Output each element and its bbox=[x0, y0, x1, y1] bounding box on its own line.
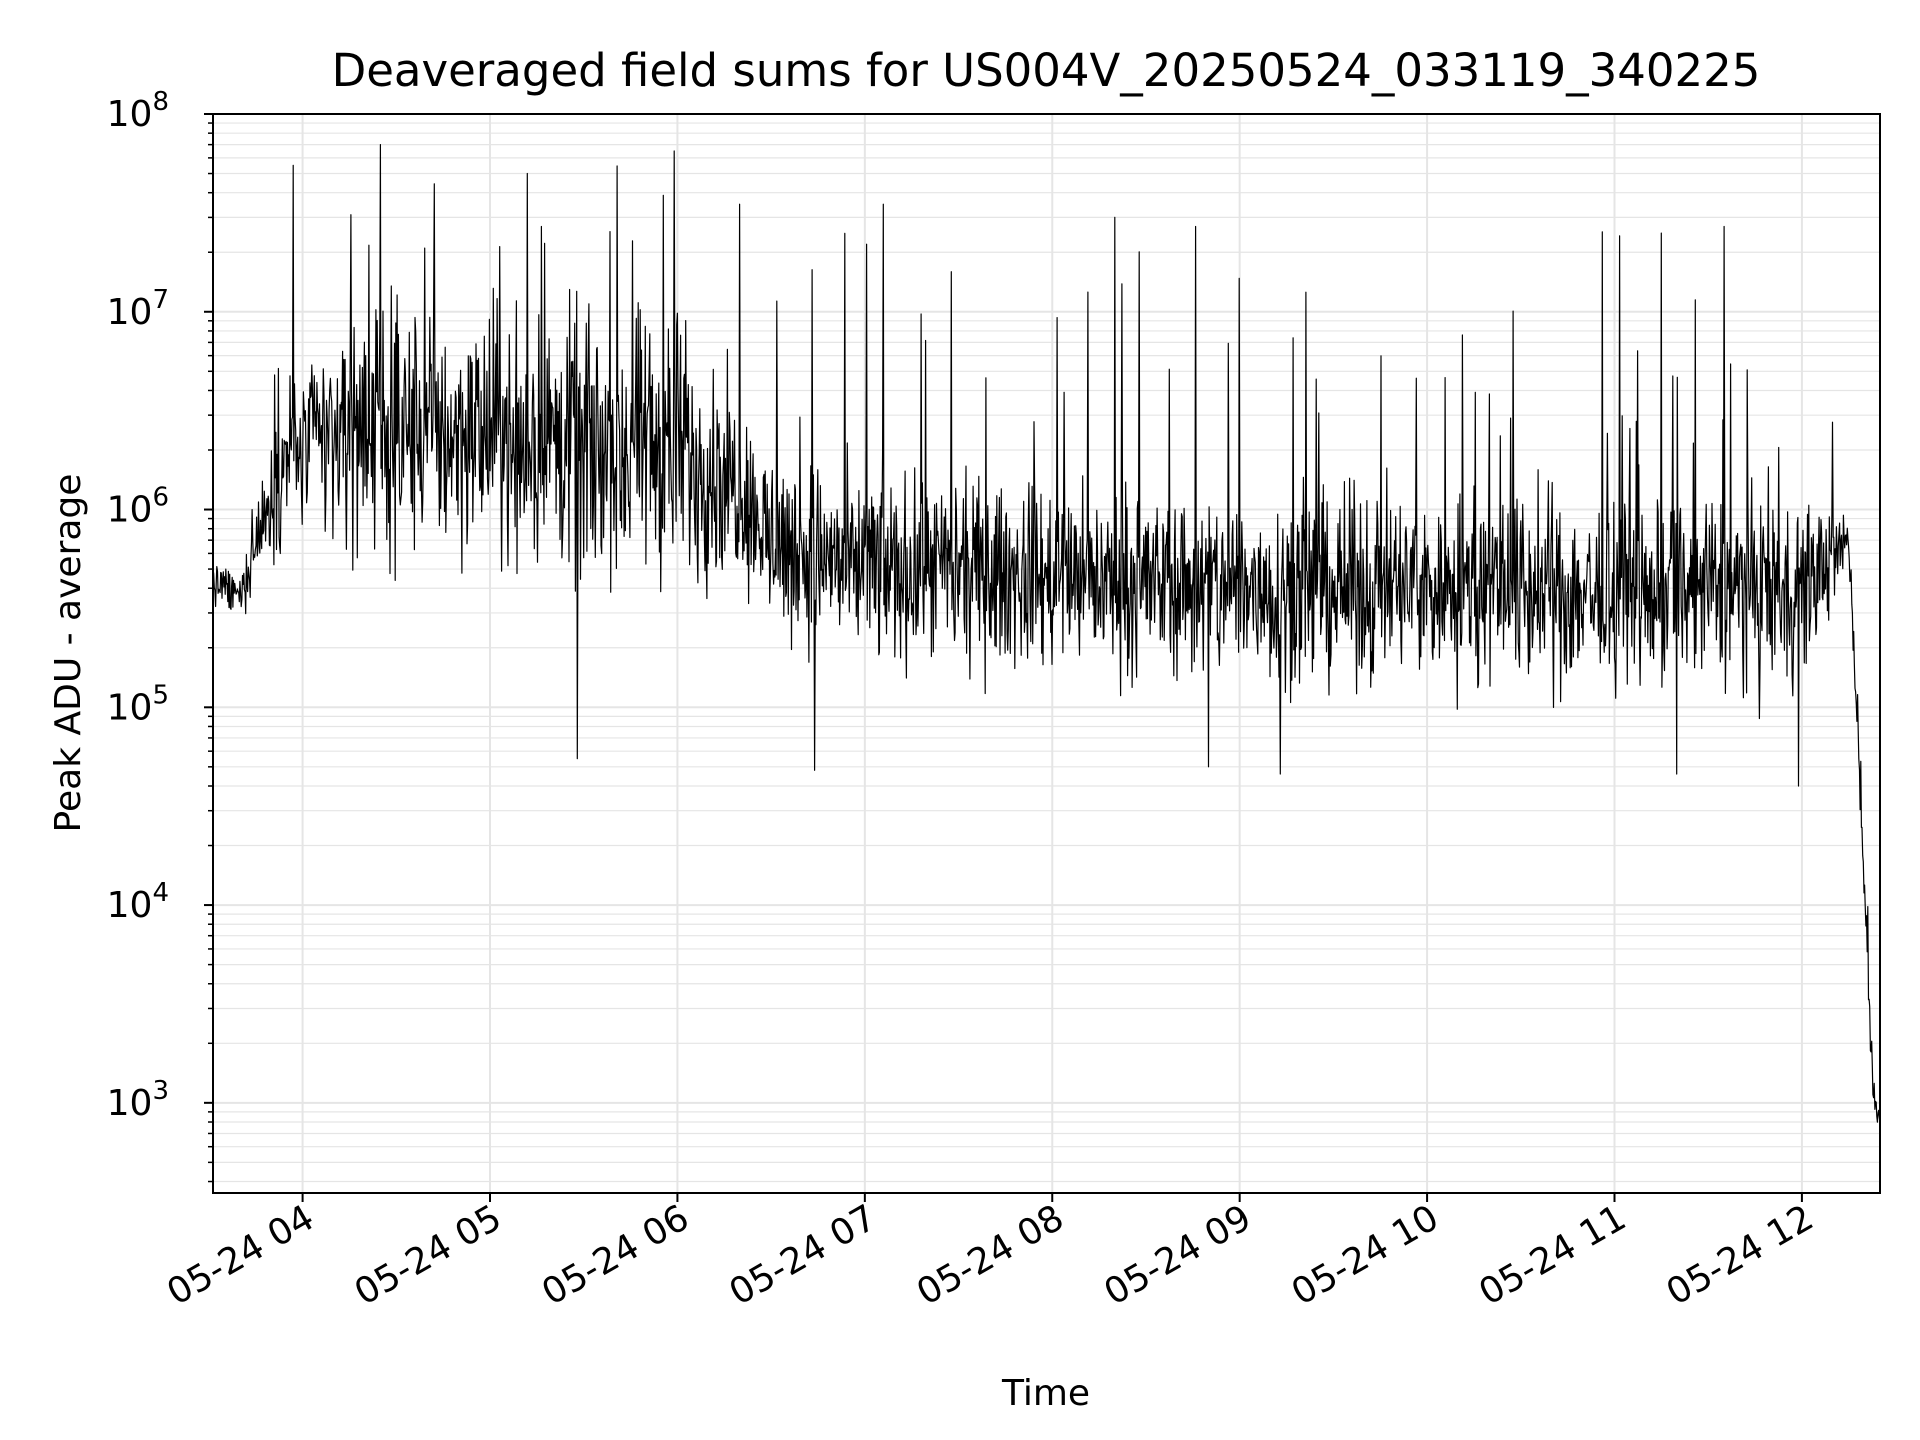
y-tick-label: 106 bbox=[107, 483, 169, 531]
x-tick-label: 05-24 07 bbox=[723, 1197, 884, 1313]
x-tick-label: 05-24 05 bbox=[348, 1197, 509, 1313]
plot-frame bbox=[212, 113, 1881, 1194]
y-tick-label: 103 bbox=[107, 1076, 169, 1124]
x-tick-label: 05-24 09 bbox=[1097, 1197, 1258, 1313]
x-tick-label: 05-24 12 bbox=[1660, 1197, 1821, 1313]
x-tick-label: 05-24 08 bbox=[910, 1197, 1071, 1313]
series-line bbox=[212, 144, 1881, 1125]
y-tick-label: 108 bbox=[107, 87, 169, 135]
x-axis-label: Time bbox=[1001, 1373, 1090, 1414]
series-layer bbox=[212, 144, 1881, 1125]
minor-gridlines bbox=[213, 122, 1880, 1183]
x-tick-label: 05-24 04 bbox=[160, 1197, 321, 1313]
y-tick-label: 107 bbox=[107, 285, 169, 333]
x-tick-label: 05-24 06 bbox=[535, 1197, 696, 1313]
y-axis-label: Peak ADU - average bbox=[48, 474, 89, 833]
y-tick-label: 104 bbox=[107, 878, 169, 926]
major-gridlines bbox=[213, 113, 1880, 1193]
y-tick-label: 105 bbox=[107, 680, 169, 728]
x-tick-label: 05-24 11 bbox=[1472, 1197, 1633, 1313]
x-tick-label: 05-24 10 bbox=[1285, 1197, 1446, 1313]
chart-title: Deaveraged field sums for US004V_2025052… bbox=[332, 44, 1761, 97]
